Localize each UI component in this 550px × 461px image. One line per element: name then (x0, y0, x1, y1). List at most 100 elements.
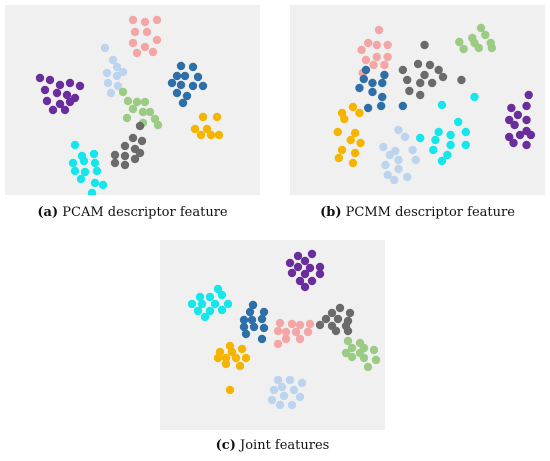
scatter-point-cyan (90, 158, 100, 168)
scatter-point-purple (300, 256, 310, 266)
scatter-point-purple (45, 75, 55, 85)
scatter-point-lightblue (285, 375, 295, 385)
scatter-point-yellow (350, 148, 360, 158)
scatter-point-purple (315, 269, 325, 279)
caption-label-c: (c) (215, 438, 236, 453)
scatter-point-darkblue (257, 334, 267, 344)
scatter-point-cyan (429, 145, 438, 155)
scatter-point-yellow (355, 108, 364, 118)
scatter-point-gray (398, 65, 408, 75)
scatter-point-purple (300, 269, 310, 279)
scatter-point-gray (137, 136, 147, 146)
scatter-point-pink (380, 60, 389, 70)
scatter-point-darkblue (247, 315, 257, 325)
scatter-point-pink (363, 38, 373, 48)
scatter-point-gray (315, 320, 325, 330)
scatter-point-purple (287, 268, 297, 278)
scatter-point-cyan (205, 306, 215, 316)
scatter-point-cyan (193, 306, 203, 316)
scatter-point-pink (361, 55, 371, 65)
scatter-point-lightblue (394, 155, 403, 165)
scatter-point-cyan (437, 100, 447, 110)
scatter-point-darkblue (249, 322, 259, 332)
scatter-point-gray (128, 133, 138, 143)
caption-label-b: (b) (320, 205, 342, 220)
scatter-point-purple (513, 110, 523, 120)
scatter-point-darkblue (176, 61, 186, 71)
scatter-point-purple (60, 105, 70, 115)
scatter-point-darkblue (245, 307, 255, 317)
scatter-svg-a (35, 15, 224, 195)
scatter-point-darkblue (376, 101, 386, 111)
scatter-point-purple (55, 99, 65, 109)
scatter-point-purple (522, 140, 531, 150)
scatter-point-gray (110, 150, 120, 160)
scatter-point-pink (357, 45, 366, 55)
scatter-point-gray (110, 158, 120, 168)
scatter-point-green (153, 120, 163, 130)
scatter-point-pink (128, 38, 138, 48)
scatter-point-pink (369, 60, 378, 70)
scatter-point-darkblue (176, 80, 186, 90)
scatter-point-pink (383, 40, 392, 50)
scatter-point-cyan (200, 312, 210, 322)
scatter-point-lightblue (112, 62, 122, 72)
scatter-point-gray (416, 78, 425, 88)
caption-label-a: (a) (37, 205, 59, 220)
scatter-point-gray (135, 148, 145, 158)
scatter-point-yellow (202, 124, 212, 134)
scatter-point-cyan (470, 92, 479, 102)
scatter-point-green (347, 343, 357, 353)
scatter-point-yellow (334, 153, 344, 163)
scatter-point-cyan (217, 290, 227, 300)
caption-c: (c) Joint features (160, 438, 385, 453)
scatter-point-darkblue (398, 101, 408, 111)
scatter-point-lightblue (408, 145, 417, 155)
caption-text-b: PCMM descriptor feature (345, 205, 515, 220)
scatter-point-yellow (350, 128, 360, 138)
scatter-point-cyan (453, 117, 463, 127)
scatter-point-cyan (92, 166, 102, 176)
scatter-point-gray (457, 75, 466, 85)
scatter-point-yellow (346, 135, 355, 145)
scatter-point-cyan (205, 292, 215, 302)
scatter-point-cyan (213, 284, 223, 294)
scatter-point-pink (281, 334, 291, 344)
scatter-point-yellow (198, 112, 208, 122)
scatter-point-purple (75, 81, 85, 91)
scatter-point-darkblue (180, 71, 190, 81)
scatter-point-purple (510, 120, 519, 130)
scatter-point-pink (287, 319, 297, 329)
scatter-point-darkblue (355, 83, 364, 93)
scatter-plot-a (5, 5, 260, 195)
scatter-point-cyan (437, 156, 447, 166)
scatter-point-cyan (210, 299, 220, 309)
scatter-point-darkblue (378, 92, 387, 102)
scatter-point-darkblue (259, 323, 269, 333)
scatter-point-purple (305, 263, 315, 273)
scatter-point-green (359, 353, 369, 363)
scatter-point-purple (293, 262, 303, 272)
scatter-point-purple (300, 282, 310, 292)
scatter-point-darkblue (172, 71, 182, 81)
scatter-point-purple (293, 251, 303, 261)
scatter-point-green (138, 107, 148, 117)
scatter-point-cyan (446, 130, 455, 140)
scatter-point-purple (285, 258, 295, 268)
scatter-plot-c (160, 240, 385, 430)
scatter-point-lightblue (402, 172, 412, 182)
scatter-point-pink (383, 52, 392, 62)
scatter-point-gray (405, 86, 414, 96)
scatter-point-cyan (90, 178, 100, 188)
scatter-point-purple (65, 78, 75, 88)
scatter-point-purple (35, 73, 45, 83)
scatter-point-purple (524, 90, 533, 100)
scatter-point-pink (281, 327, 291, 337)
scatter-point-gray (331, 326, 341, 336)
scatter-point-gray (321, 314, 331, 324)
scatter-point-darkblue (167, 78, 177, 88)
scatter-point-darkblue (380, 70, 389, 80)
scatter-point-lightblue (273, 375, 283, 385)
scatter-point-darkblue (198, 81, 208, 91)
scatter-point-cyan (70, 166, 80, 176)
